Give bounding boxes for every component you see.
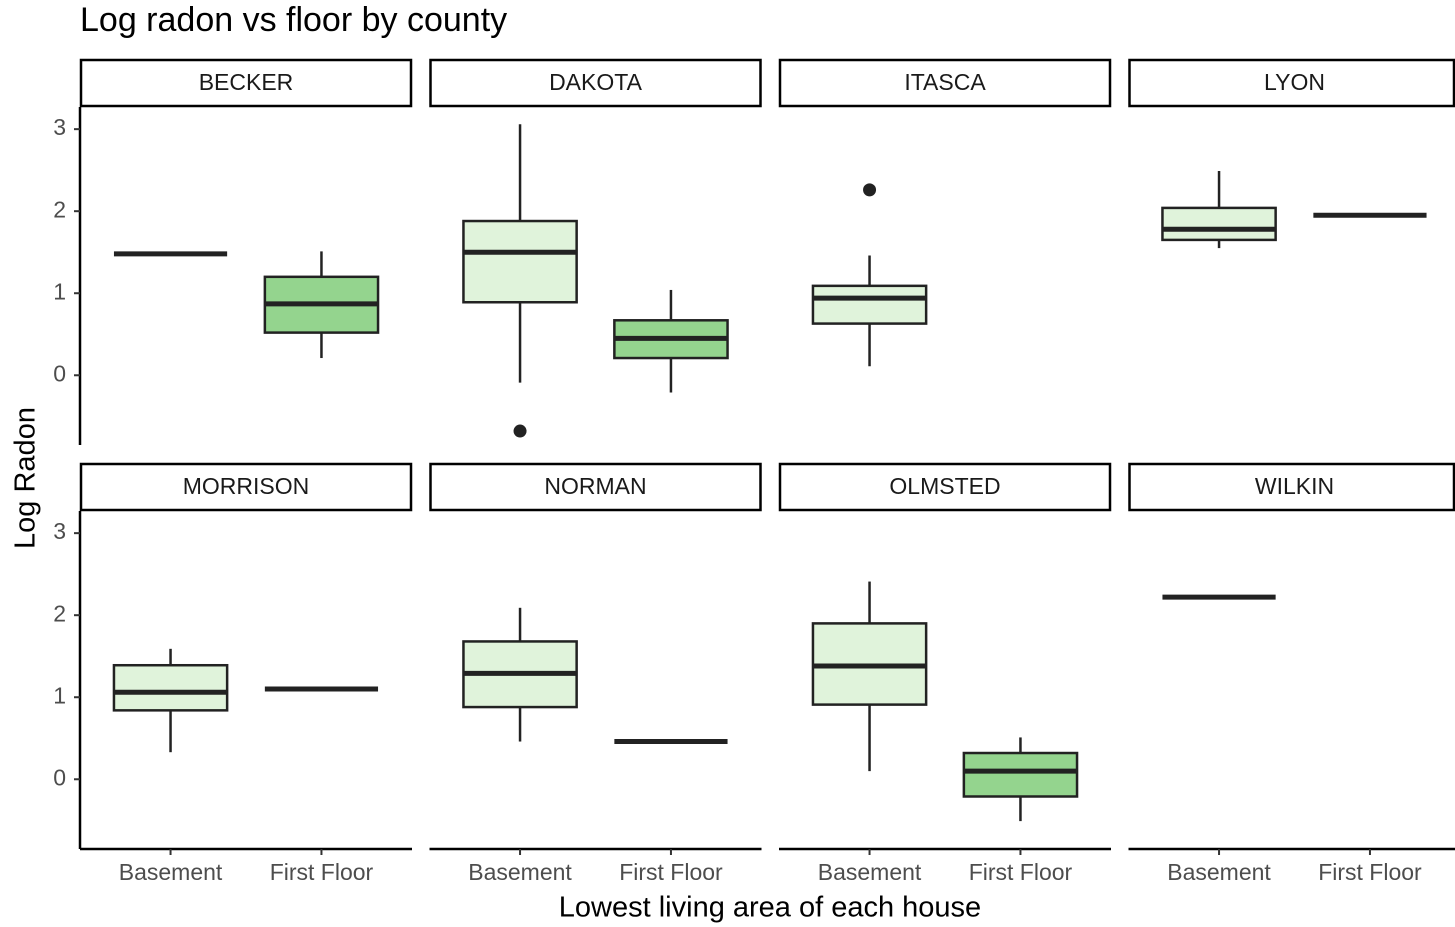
outlier — [863, 183, 877, 197]
strip-background — [79, 462, 413, 512]
y-tick-label: 0 — [53, 360, 66, 386]
strip-label: MORRISON — [183, 473, 310, 499]
strip-label: ITASCA — [904, 69, 986, 95]
x-tick-label: First Floor — [1318, 859, 1422, 885]
box — [462, 219, 578, 304]
y-tick-label: 3 — [53, 114, 66, 140]
strip-label: OLMSTED — [889, 473, 1000, 499]
box — [811, 284, 928, 325]
strip-background — [1128, 462, 1455, 512]
y-axis-title: Log Radon — [10, 407, 42, 549]
strip-background — [1128, 58, 1455, 108]
strip-label: DAKOTA — [549, 69, 643, 95]
chart-title: Log radon vs floor by county — [80, 1, 507, 39]
strip-label: LYON — [1264, 69, 1325, 95]
y-tick-label: 0 — [53, 764, 66, 790]
box — [962, 751, 1079, 798]
y-tick-label: 3 — [53, 518, 66, 544]
outlier — [513, 424, 527, 438]
x-tick-label: Basement — [119, 859, 223, 885]
strip-label: NORMAN — [544, 473, 646, 499]
x-tick-label: First Floor — [270, 859, 374, 885]
strip-background — [778, 462, 1112, 512]
strip-background — [79, 58, 413, 108]
x-axis-title: Lowest living area of each house — [559, 892, 981, 924]
y-tick-label: 1 — [53, 278, 66, 304]
strip-background — [429, 462, 762, 512]
y-tick-label: 2 — [53, 196, 66, 222]
x-tick-label: Basement — [1167, 859, 1271, 885]
y-tick-label: 2 — [53, 600, 66, 626]
strip-label: WILKIN — [1255, 473, 1334, 499]
x-tick-label: First Floor — [619, 859, 723, 885]
y-tick-label: 1 — [53, 682, 66, 708]
strip-background — [429, 58, 762, 108]
strip-background — [778, 58, 1112, 108]
box — [1161, 206, 1277, 242]
x-tick-label: First Floor — [969, 859, 1073, 885]
box — [112, 663, 229, 712]
strip-label: BECKER — [199, 69, 294, 95]
x-tick-label: Basement — [818, 859, 922, 885]
x-tick-label: Basement — [468, 859, 572, 885]
